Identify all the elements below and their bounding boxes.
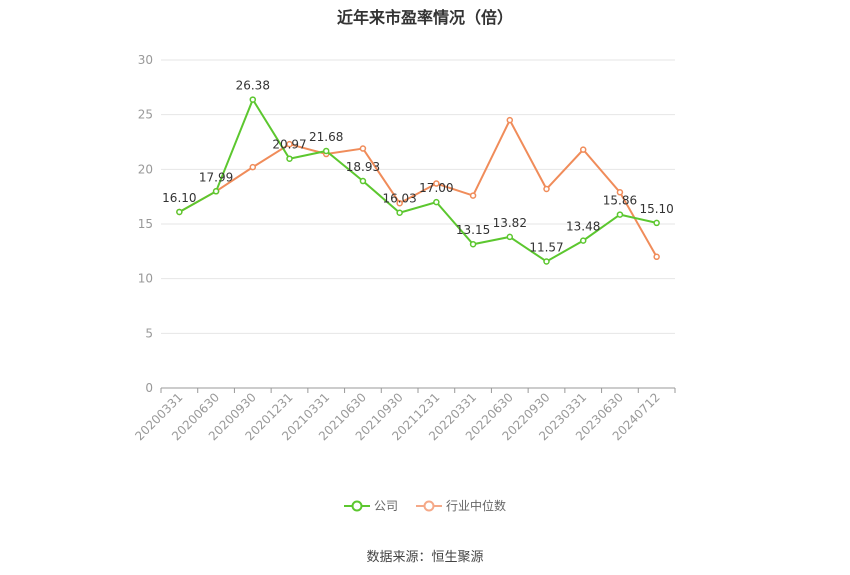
company-series-line — [178, 97, 657, 263]
company-data-point — [396, 209, 403, 216]
company-data-label: 13.48 — [566, 220, 600, 234]
y-tick-label: 20 — [138, 162, 153, 176]
legend-company-line-icon — [343, 500, 370, 511]
industry-median-data-point — [469, 192, 477, 199]
company-data-point — [286, 155, 293, 162]
company-data-label: 17.00 — [419, 181, 453, 195]
company-data-point — [176, 208, 183, 216]
industry-median-data-point — [286, 140, 293, 148]
industry-median-data-point — [579, 146, 587, 153]
company-data-point — [322, 147, 330, 155]
legend-label-industry-median: 行业中位数 — [446, 499, 507, 513]
company-data-label: 18.93 — [346, 160, 380, 174]
company-data-label: 15.10 — [639, 202, 673, 216]
line-chart: 0510152025302020033120200630202009302020… — [132, 53, 676, 443]
industry-median-data-point — [249, 163, 257, 171]
industry-median-data-point — [506, 116, 514, 124]
company-data-point — [249, 96, 257, 103]
legend-item-industry-median[interactable]: 行业中位数 — [416, 497, 506, 514]
company-data-label: 15.86 — [603, 194, 637, 208]
industry-median-data-point — [543, 185, 550, 193]
company-data-label: 16.03 — [382, 192, 416, 206]
company-data-label: 21.68 — [309, 130, 343, 144]
y-tick-label: 25 — [138, 108, 153, 122]
y-tick-label: 5 — [145, 326, 153, 340]
company-data-point — [579, 237, 587, 244]
company-data-label: 17.99 — [199, 170, 233, 184]
company-data-label: 11.57 — [529, 241, 563, 255]
company-data-label: 26.38 — [236, 79, 270, 93]
industry-median-data-point — [359, 145, 367, 152]
company-data-point — [653, 219, 660, 227]
data-source-note: 数据来源：恒生聚源 — [366, 550, 484, 565]
company-data-point — [433, 198, 440, 206]
industry-median-data-point — [433, 180, 440, 187]
industry-median-data-point — [396, 199, 403, 207]
company-data-label: 13.15 — [456, 223, 490, 237]
company-data-point — [212, 188, 220, 195]
company-data-point — [359, 177, 367, 185]
chart-title: 近年来市盈率情况（倍） — [336, 8, 513, 27]
company-data-label: 16.10 — [162, 191, 196, 205]
y-tick-label: 10 — [138, 272, 153, 286]
legend: 公司 行业中位数 — [0, 497, 850, 514]
legend-item-company[interactable]: 公司 — [343, 497, 398, 514]
industry-median-data-point — [653, 253, 660, 261]
company-data-label: 13.82 — [493, 216, 527, 230]
company-data-label: 20.97 — [272, 138, 306, 152]
company-data-point — [506, 233, 514, 241]
y-tick-label: 30 — [138, 53, 153, 67]
y-tick-label: 15 — [138, 217, 153, 231]
legend-industry-line-icon — [416, 500, 442, 511]
company-data-point — [543, 258, 550, 265]
industry-median-series-line — [178, 117, 658, 258]
company-data-point — [616, 211, 624, 218]
industry-median-data-point — [616, 189, 624, 196]
legend-label-company: 公司 — [373, 499, 398, 513]
company-data-point — [469, 240, 477, 248]
y-tick-label: 0 — [145, 381, 153, 395]
